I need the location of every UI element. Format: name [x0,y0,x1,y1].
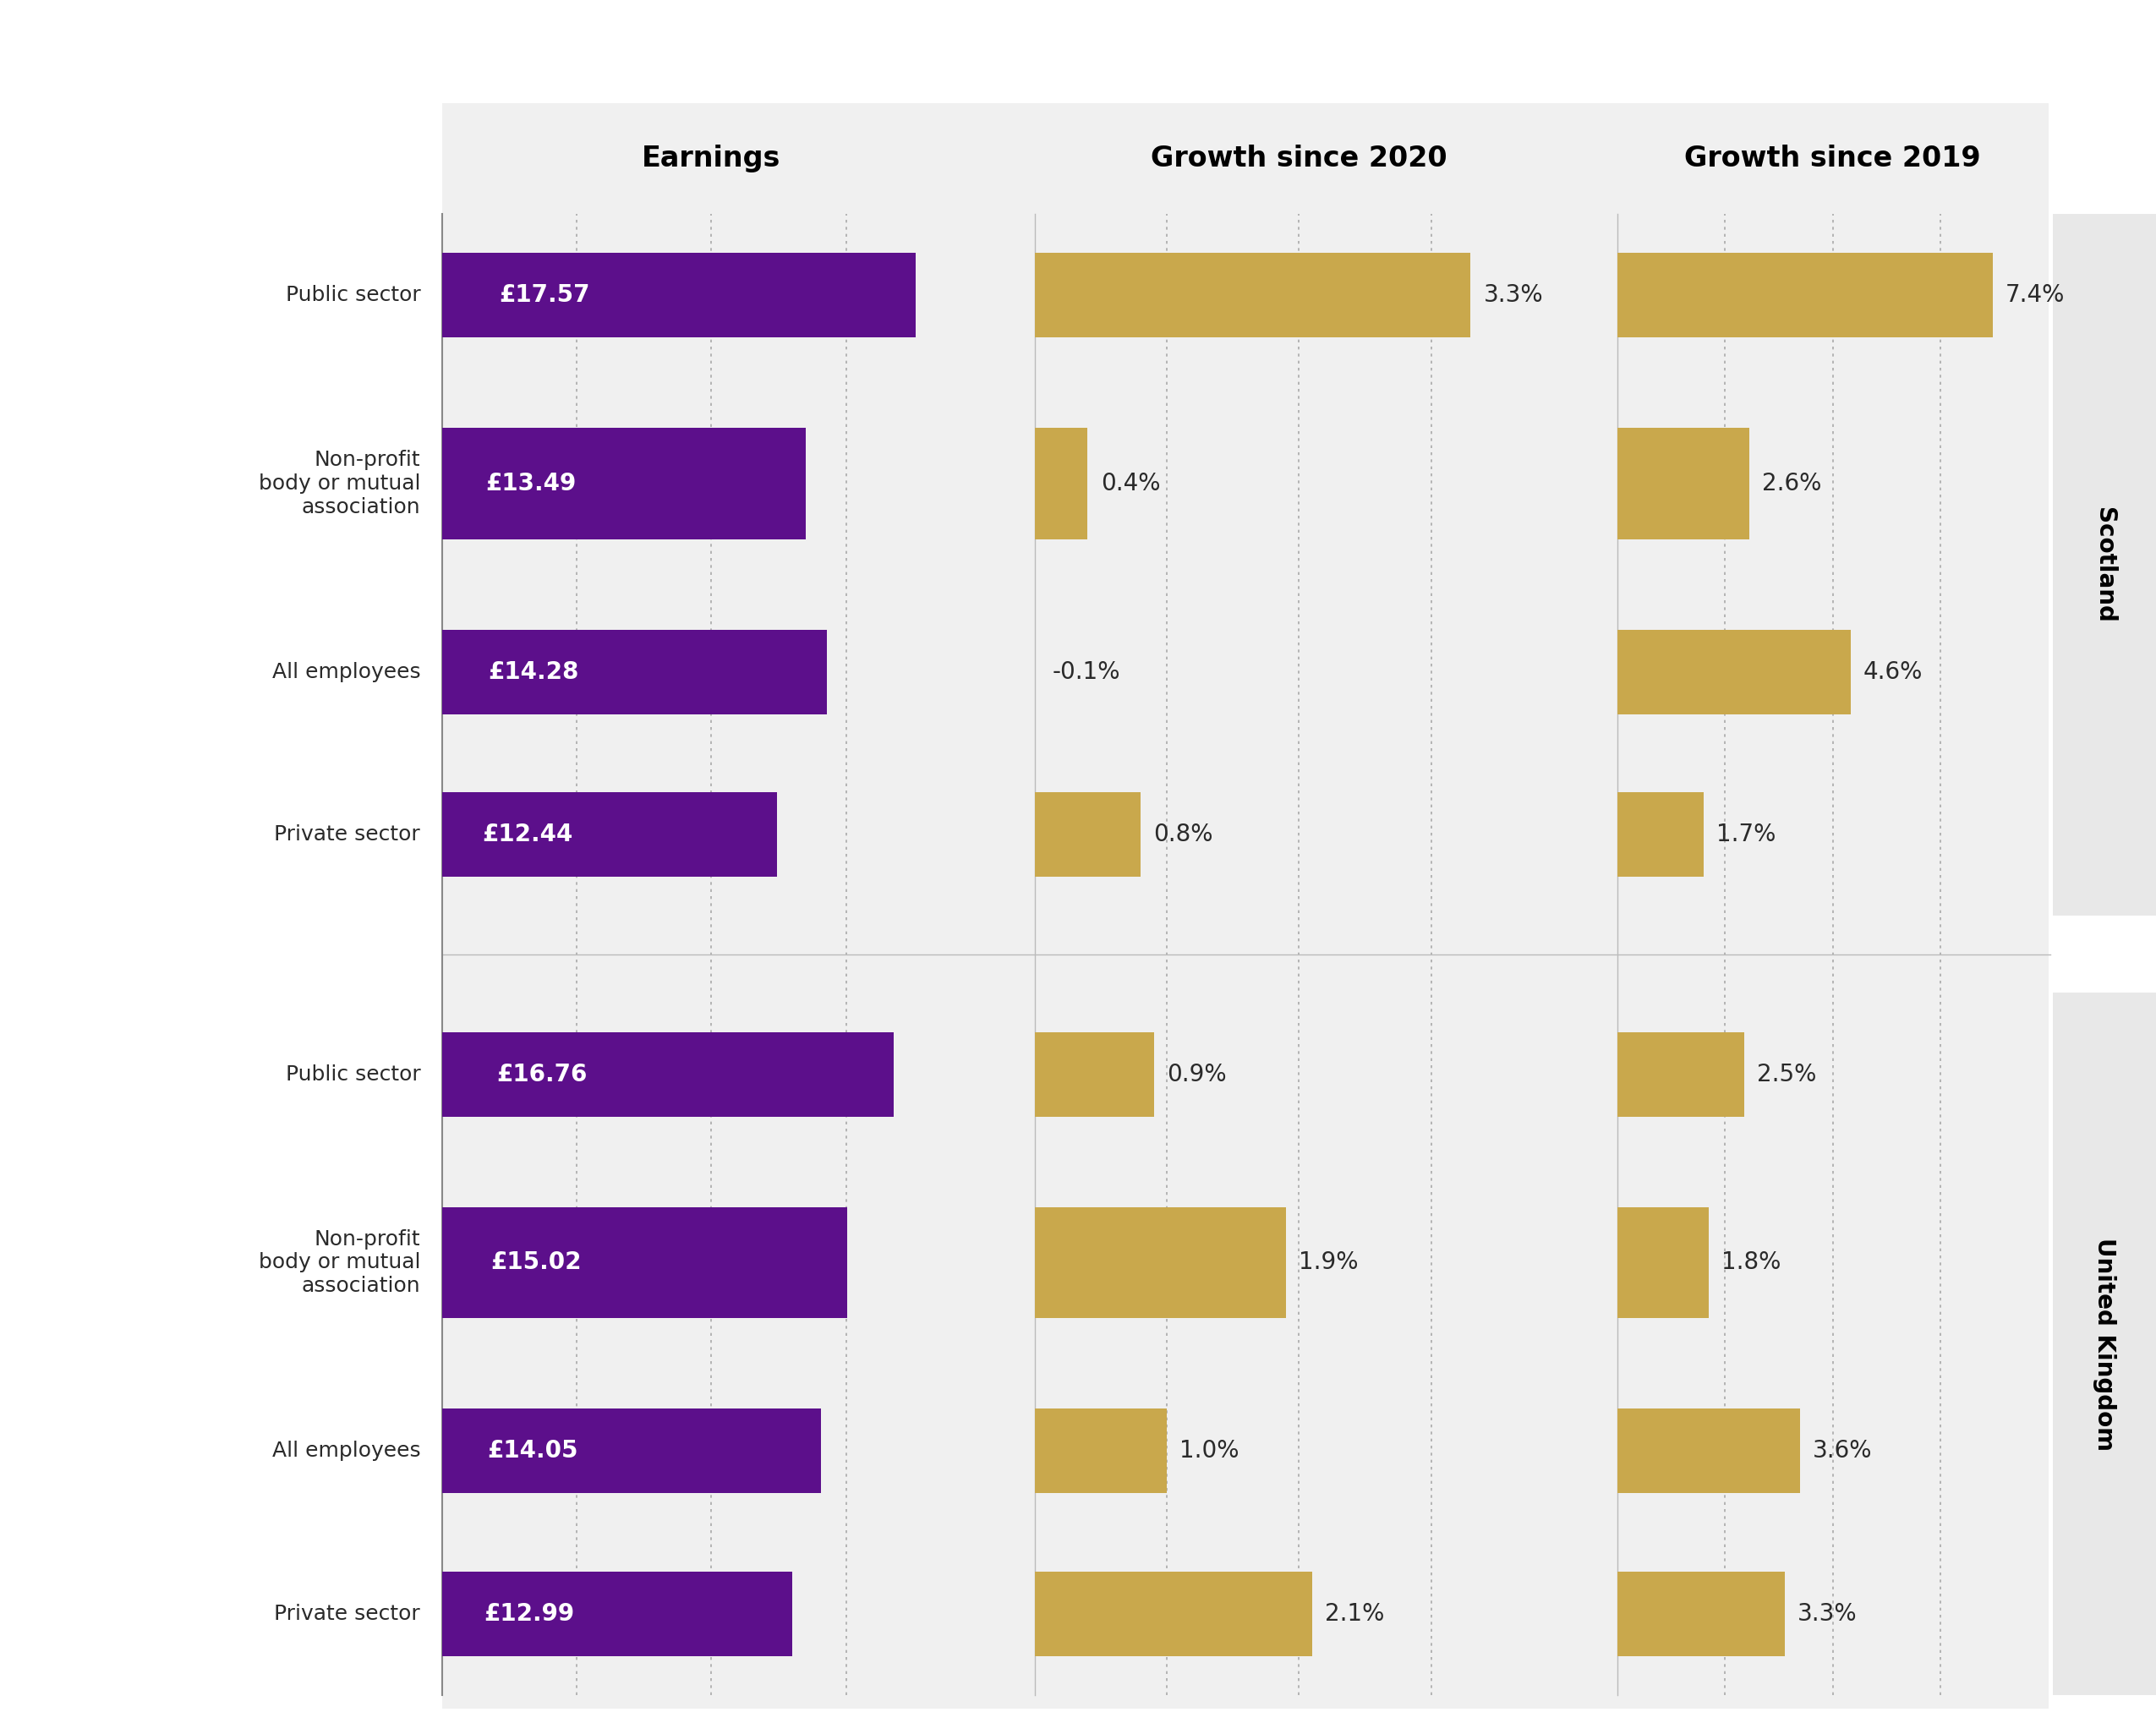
Text: 4.6%: 4.6% [1863,661,1923,683]
Text: Private sector: Private sector [274,1604,420,1623]
Text: £14.28: £14.28 [487,661,580,683]
Text: £14.05: £14.05 [487,1440,578,1462]
Bar [442,630,826,714]
Text: 3.3%: 3.3% [1798,1602,1856,1625]
Text: 1.0%: 1.0% [1179,1440,1240,1462]
Text: 2.1%: 2.1% [1326,1602,1384,1625]
Bar [1035,1207,1285,1318]
Text: Non-profit
body or mutual
association: Non-profit body or mutual association [259,1229,420,1296]
Text: Scotland: Scotland [2093,507,2115,623]
Bar [1035,253,1470,337]
Text: 3.6%: 3.6% [1813,1440,1871,1462]
Bar [1035,1572,1313,1656]
Text: Private sector: Private sector [274,825,420,844]
Text: 1.7%: 1.7% [1716,823,1777,846]
Bar [1617,253,1992,337]
Bar [442,1032,893,1116]
Bar [1035,428,1087,539]
Text: All employees: All employees [272,1442,420,1460]
Text: 0.4%: 0.4% [1100,473,1160,495]
Text: United Kingdom: United Kingdom [2093,1238,2115,1450]
Text: £13.49: £13.49 [485,473,576,495]
Bar [442,1207,847,1318]
Text: Earnings: Earnings [642,144,780,173]
Bar [1617,428,1749,539]
Text: 3.3%: 3.3% [1483,284,1544,306]
Bar [442,1409,821,1493]
Bar [1617,1572,1785,1656]
Bar [442,428,806,539]
Bar [1617,793,1703,877]
Text: All employees: All employees [272,663,420,681]
Bar [442,793,776,877]
Text: -0.1%: -0.1% [1052,661,1121,683]
Bar [2053,993,2156,1695]
Text: 0.9%: 0.9% [1166,1063,1227,1085]
Text: Non-profit
body or mutual
association: Non-profit body or mutual association [259,450,420,517]
Bar [1035,1032,1153,1116]
Text: Growth since 2020: Growth since 2020 [1151,144,1447,173]
Bar [442,253,916,337]
Text: 2.5%: 2.5% [1757,1063,1815,1085]
Bar [2053,214,2156,916]
Bar [442,1572,791,1656]
Text: 2.6%: 2.6% [1761,473,1822,495]
Bar [1617,1409,1800,1493]
Text: £15.02: £15.02 [492,1251,582,1274]
Bar [1617,630,1850,714]
Text: 1.9%: 1.9% [1298,1251,1358,1274]
Text: 0.8%: 0.8% [1153,823,1214,846]
Text: £12.44: £12.44 [483,823,573,846]
Bar [1617,1207,1708,1318]
Text: 7.4%: 7.4% [2005,284,2065,306]
Bar [1617,1032,1744,1116]
Bar [442,103,2048,1709]
Text: Public sector: Public sector [285,286,420,305]
Bar [1035,1409,1166,1493]
Text: £12.99: £12.99 [483,1602,573,1625]
Bar [1035,793,1141,877]
Text: £17.57: £17.57 [498,284,591,306]
Text: £16.76: £16.76 [496,1063,586,1085]
Text: 1.8%: 1.8% [1720,1251,1781,1274]
Text: Public sector: Public sector [285,1065,420,1084]
Text: Growth since 2019: Growth since 2019 [1684,144,1981,173]
